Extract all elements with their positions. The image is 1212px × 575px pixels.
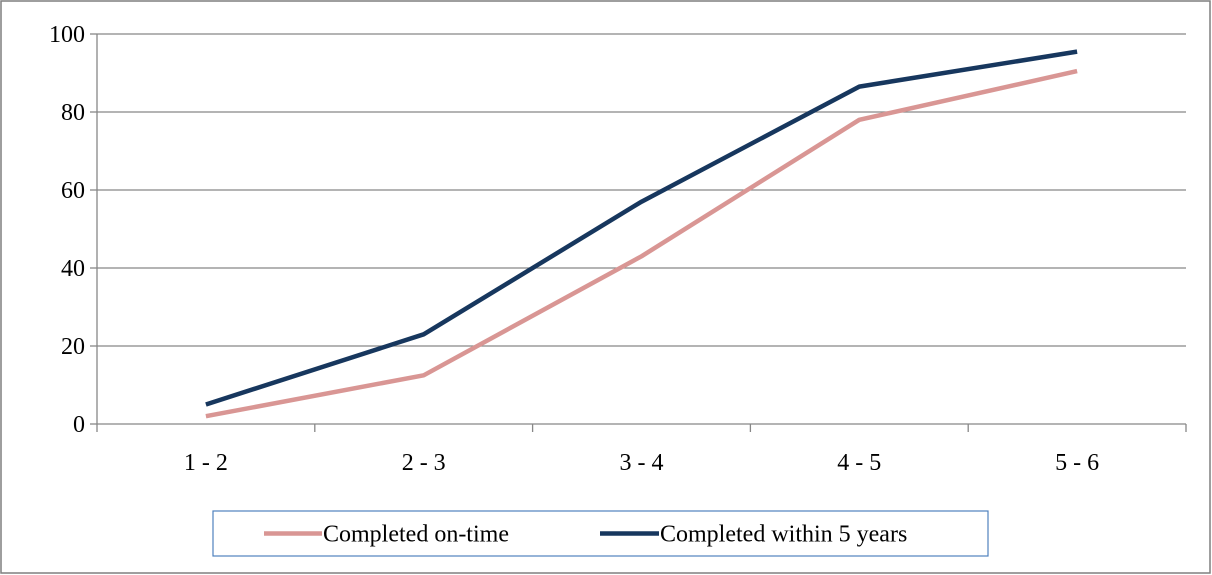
y-tick-label-100: 100 [49,22,85,48]
x-tick-label-3: 4 - 5 [837,450,881,476]
x-tick-label-1: 2 - 3 [402,450,446,476]
gridlines [97,33,1186,347]
x-tick-label-0: 1 - 2 [184,450,228,476]
y-tick-label-40: 40 [61,256,85,282]
x-tick-label-2: 3 - 4 [620,450,664,476]
y-tick-label-60: 60 [61,178,85,204]
series-lines [205,49,1078,419]
y-tick-label-80: 80 [61,100,85,126]
y-tick-label-0: 0 [73,412,85,438]
axes: 0 20 40 60 80 100 1 - 2 2 - 3 3 - 4 4 - 5 5 - 6 [49,22,1187,476]
y-tick-label-20: 20 [61,334,85,360]
x-tick-label-4: 5 - 6 [1055,450,1099,476]
legend: Completed on-time Completed within 5 year… [212,510,989,557]
legend-label-1: Completed within 5 years [660,522,907,548]
legend-label-0: Completed on-time [323,522,509,548]
